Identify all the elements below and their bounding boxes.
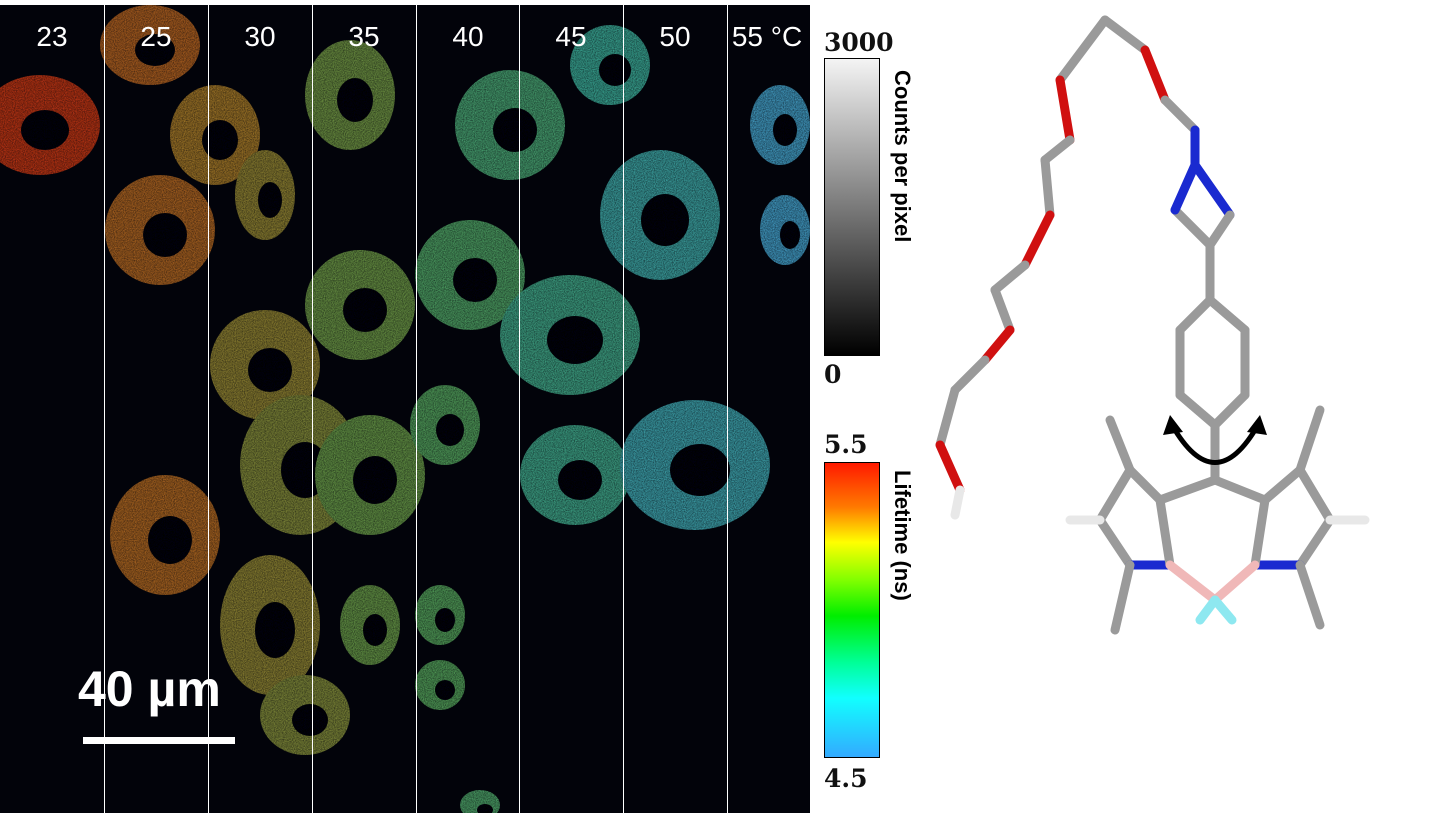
bond xyxy=(1205,295,1250,335)
cell-nucleus xyxy=(353,456,397,504)
cell-nucleus xyxy=(202,120,238,160)
bond xyxy=(1055,15,1110,85)
strip-divider xyxy=(104,5,105,813)
bond xyxy=(1250,495,1270,570)
bond xyxy=(1295,515,1335,570)
bond xyxy=(1210,475,1270,505)
cell-nucleus xyxy=(493,108,537,152)
bond xyxy=(950,355,990,395)
bond xyxy=(1210,560,1260,605)
bond xyxy=(1170,205,1215,250)
temp-label: 25 xyxy=(140,21,172,52)
cell-nucleus xyxy=(599,54,631,86)
bond xyxy=(1205,210,1235,250)
lifetime-colorbar xyxy=(824,462,880,758)
bond xyxy=(1295,560,1325,630)
bond xyxy=(935,385,960,450)
bond xyxy=(1165,560,1220,605)
cell-nucleus xyxy=(436,414,464,446)
arrowhead-left-icon xyxy=(1163,415,1183,435)
temp-label: 50 xyxy=(659,21,691,52)
bond xyxy=(1095,465,1135,525)
bond xyxy=(990,260,1030,295)
bond xyxy=(1110,560,1135,635)
cell-nucleus xyxy=(435,608,455,632)
bond xyxy=(1020,210,1055,270)
temp-label: 23 xyxy=(36,21,68,52)
temp-label: 40 xyxy=(452,21,484,52)
cell-nucleus xyxy=(258,182,282,218)
rotation-arrow-icon xyxy=(1169,423,1261,465)
cell-nucleus xyxy=(547,316,603,364)
bond xyxy=(1155,495,1175,570)
strip-divider xyxy=(623,5,624,813)
cell-nucleus xyxy=(780,221,800,249)
bond xyxy=(1040,135,1075,165)
scale-bar xyxy=(83,737,235,744)
cell-nucleus xyxy=(343,288,387,332)
cell-nucleus xyxy=(21,110,69,150)
bond xyxy=(1295,465,1335,525)
strip-divider xyxy=(519,5,520,813)
scale-bar-label: 40 µm xyxy=(78,661,221,717)
counts-min-label: 0 xyxy=(824,360,842,389)
bond xyxy=(1095,515,1135,570)
bond xyxy=(950,485,965,520)
cell-nucleus xyxy=(337,78,373,122)
bond xyxy=(1040,155,1055,220)
bond xyxy=(1125,465,1165,505)
bond xyxy=(1155,475,1220,505)
cell-nucleus xyxy=(292,704,328,736)
lifetime-min-label: 4.5 xyxy=(824,764,868,793)
bond xyxy=(1210,390,1250,430)
bond xyxy=(1190,160,1235,220)
strip-divider xyxy=(727,5,728,813)
cell-nucleus xyxy=(255,602,295,658)
counts-max-label: 3000 xyxy=(824,28,894,57)
temp-label: 55 °C xyxy=(731,21,803,52)
strip-divider xyxy=(312,5,313,813)
cell-nucleus xyxy=(641,194,689,246)
cell-nucleus xyxy=(773,114,797,146)
flim-microscopy-image: 23 25 30 35 40 45 50 55 °C 40 µm xyxy=(0,5,810,813)
temp-label: 35 xyxy=(348,21,380,52)
bond xyxy=(980,325,1015,365)
bond xyxy=(1175,390,1220,430)
bond xyxy=(1055,75,1075,145)
cell-nucleus xyxy=(435,680,455,700)
bond xyxy=(1175,295,1215,335)
cell-nucleus xyxy=(670,444,730,496)
temp-label: 45 xyxy=(555,21,587,52)
bodipy-molecule-structure xyxy=(935,15,1370,635)
bond xyxy=(1170,160,1200,215)
bond xyxy=(1105,415,1135,475)
cells-image xyxy=(0,5,810,813)
bond xyxy=(1295,405,1325,475)
temp-label: 30 xyxy=(244,21,276,52)
bond xyxy=(1160,95,1200,135)
bond xyxy=(935,440,965,495)
bond xyxy=(990,285,1015,335)
cell-nucleus xyxy=(453,258,497,302)
counts-colorbar xyxy=(824,58,880,356)
strip-divider xyxy=(416,5,417,813)
cell-nucleus xyxy=(135,34,175,66)
cell-nucleus xyxy=(558,460,602,500)
bond xyxy=(1140,45,1170,105)
strip-divider xyxy=(208,5,209,813)
cell-nucleus xyxy=(143,213,187,257)
cell-nucleus xyxy=(477,804,493,813)
bond xyxy=(1100,15,1150,55)
bond xyxy=(1260,465,1305,505)
cell-nucleus xyxy=(148,516,192,564)
lifetime-max-label: 5.5 xyxy=(824,430,868,459)
cell-nucleus xyxy=(363,614,387,646)
cell-nucleus xyxy=(248,348,292,392)
bond xyxy=(1210,595,1237,625)
arrowhead-right-icon xyxy=(1247,415,1267,435)
